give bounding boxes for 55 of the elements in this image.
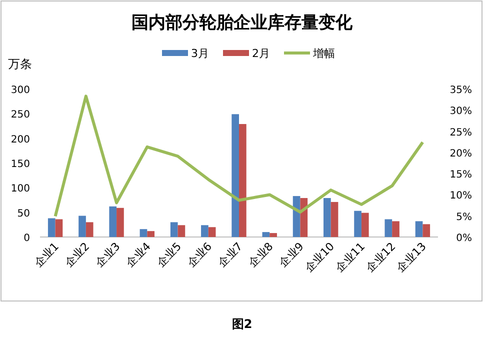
chart-title: 国内部分轮胎企业库存量变化	[132, 13, 354, 33]
bar	[48, 218, 56, 237]
bar	[109, 206, 117, 237]
bar	[270, 233, 277, 237]
bar	[147, 231, 154, 237]
y2-tick-label: 0%	[456, 233, 472, 244]
bar	[116, 208, 124, 237]
bar	[354, 210, 362, 237]
x-tick-label: 企业7	[215, 240, 246, 270]
bar	[140, 229, 148, 237]
y-tick-label: 200	[10, 134, 30, 146]
x-tick-label: 企业1	[32, 240, 62, 270]
bar	[262, 232, 270, 237]
x-tick-label: 企业4	[124, 240, 154, 270]
line-series	[54, 94, 424, 218]
y-axis-title: 万条	[8, 57, 32, 71]
y2-tick-label: 5%	[456, 212, 472, 223]
bar	[300, 198, 308, 237]
x-tick-label: 企业2	[62, 240, 92, 270]
y2-tick-label: 15%	[450, 170, 472, 181]
caption: 图2	[232, 317, 252, 331]
x-tick-label: 企业5	[154, 240, 184, 270]
y2-tick-label: 35%	[450, 85, 472, 96]
y2-tick-label: 10%	[450, 190, 472, 202]
bar	[239, 124, 246, 237]
y-tick-label: 250	[10, 110, 30, 121]
bar	[392, 221, 400, 237]
bar	[232, 114, 239, 237]
bar	[422, 224, 430, 237]
x-tick-label: 企业3	[92, 240, 123, 270]
bar	[324, 198, 331, 237]
bar	[384, 219, 392, 237]
legend-label: 2月	[252, 47, 270, 60]
bar	[86, 222, 94, 237]
legend-label: 增幅	[312, 47, 335, 60]
x-tick-label: 企业8	[246, 240, 276, 270]
y-tick-label: 100	[10, 184, 30, 195]
y2-tick-label: 30%	[450, 106, 472, 118]
bar	[178, 225, 186, 237]
y-tick-label: 150	[10, 159, 30, 170]
bar	[78, 216, 86, 237]
bar	[415, 221, 423, 237]
x-tick-label: 企业6	[184, 240, 215, 270]
y-tick-label: 300	[10, 85, 30, 96]
bar	[208, 227, 216, 237]
y-tick-label: 50	[17, 208, 30, 220]
bar	[170, 222, 178, 237]
bar	[361, 212, 369, 237]
bar	[55, 219, 63, 237]
bar	[330, 202, 338, 237]
y2-tick-label: 25%	[450, 127, 472, 138]
bar	[201, 225, 208, 237]
legend-label: 3月	[191, 47, 209, 60]
y-tick-label: 0	[24, 233, 30, 244]
y2-tick-label: 20%	[450, 148, 472, 160]
